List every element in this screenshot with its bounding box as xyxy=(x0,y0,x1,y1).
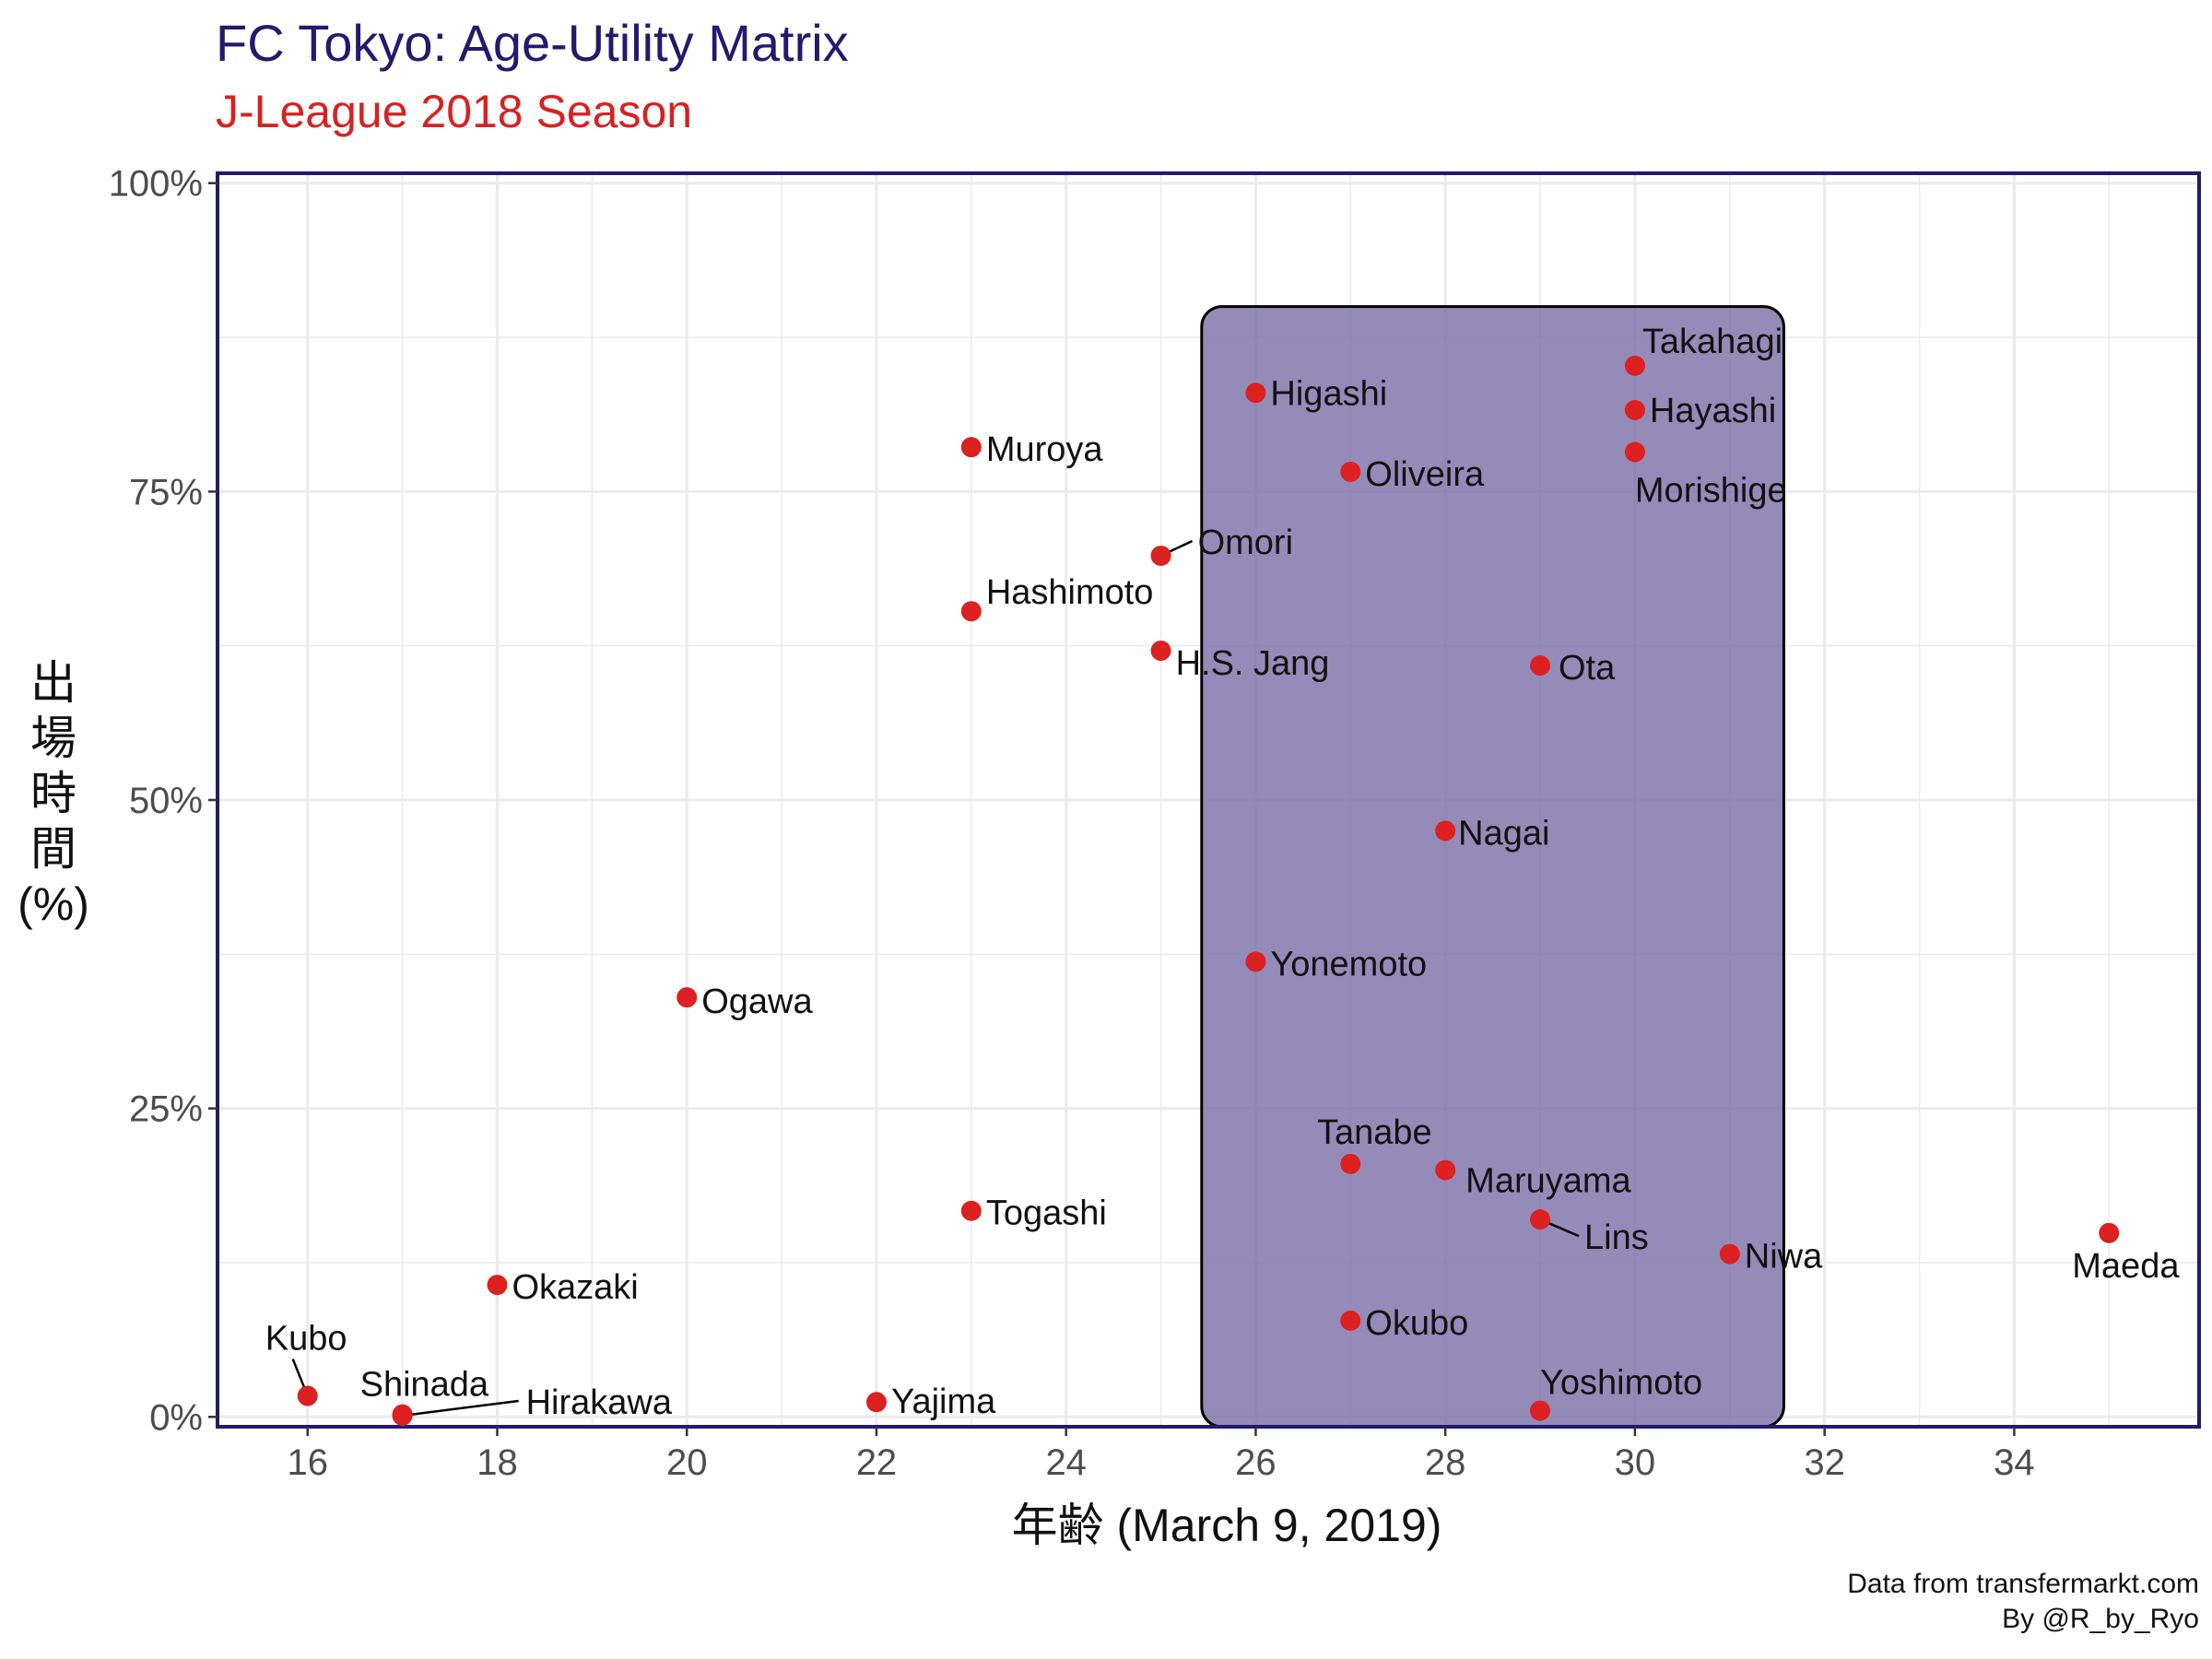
data-point xyxy=(297,1385,318,1406)
data-point xyxy=(960,437,982,458)
data-point xyxy=(1245,951,1266,972)
point-label: Morishige xyxy=(1635,472,1787,511)
x-tick-label: 26 xyxy=(1235,1442,1277,1483)
y-axis-title-line: 間 xyxy=(30,823,76,875)
point-label: Oliveira xyxy=(1365,455,1485,494)
y-tick-label: 50% xyxy=(129,781,203,821)
point-label: Maruyama xyxy=(1465,1162,1631,1201)
data-point xyxy=(2099,1222,2120,1243)
data-point xyxy=(392,1405,413,1426)
label-leader-line xyxy=(402,1399,519,1418)
data-point xyxy=(865,1392,887,1413)
y-axis-title-line: 場 xyxy=(30,712,76,764)
data-point xyxy=(1340,1310,1361,1331)
point-label: Maeda xyxy=(2072,1247,2180,1286)
y-axis-title-line: (%) xyxy=(18,878,89,930)
data-point xyxy=(1435,820,1456,841)
data-point xyxy=(960,601,982,622)
data-point xyxy=(1530,1209,1551,1230)
point-label: H.S. Jang xyxy=(1176,644,1330,683)
caption-author: By @R_by_Ryo xyxy=(2002,1604,2199,1634)
data-point xyxy=(1150,641,1171,662)
caption-source: Data from transfermarkt.com xyxy=(1847,1569,2199,1599)
y-tick-label: 0% xyxy=(149,1397,203,1438)
point-label: Takahagi xyxy=(1642,323,1783,361)
data-points xyxy=(297,355,2120,1426)
point-label: Hirakawa xyxy=(526,1383,673,1422)
data-point xyxy=(1245,382,1266,404)
point-label: Tanabe xyxy=(1317,1113,1432,1152)
y-axis-title-line: 出 xyxy=(30,657,76,709)
point-label: Yajima xyxy=(891,1382,996,1421)
data-point xyxy=(1624,441,1645,463)
x-tick-label: 28 xyxy=(1425,1442,1466,1483)
point-label: Hashimoto xyxy=(986,573,1154,612)
data-point xyxy=(1719,1243,1740,1265)
x-tick-label: 30 xyxy=(1615,1442,1656,1483)
point-label: Okazaki xyxy=(512,1268,638,1307)
y-tick-label: 100% xyxy=(109,164,203,205)
caption: Data from transfermarkt.com By @R_by_Ryo xyxy=(1847,1567,2199,1637)
point-label: Lins xyxy=(1584,1218,1649,1257)
data-point xyxy=(960,1200,982,1221)
data-point xyxy=(1150,545,1171,566)
x-tick-label: 16 xyxy=(287,1442,328,1483)
y-axis-title-line: 時 xyxy=(30,768,76,819)
data-point xyxy=(1340,461,1361,482)
data-point xyxy=(1624,355,1645,376)
point-label: Nagai xyxy=(1458,814,1549,853)
point-label: Yonemoto xyxy=(1270,945,1427,983)
point-label: Kubo xyxy=(265,1320,347,1359)
point-label: Ogawa xyxy=(701,982,813,1021)
chart-title: FC Tokyo: Age-Utility Matrix xyxy=(216,14,849,72)
y-tick-label: 75% xyxy=(129,472,203,512)
data-point xyxy=(677,987,698,1008)
point-label: Ota xyxy=(1559,649,1616,688)
data-point xyxy=(1530,1400,1551,1421)
point-label: Togashi xyxy=(986,1194,1107,1233)
point-label: Yoshimoto xyxy=(1540,1364,1702,1403)
x-tick-label: 24 xyxy=(1045,1442,1087,1483)
x-tick-label: 18 xyxy=(477,1442,518,1483)
data-point xyxy=(1435,1159,1456,1181)
x-axis-title: 年齢 (March 9, 2019) xyxy=(1012,1500,1442,1551)
point-label: Shinada xyxy=(360,1366,489,1405)
data-point xyxy=(1340,1153,1361,1174)
point-label: Hayashi xyxy=(1650,392,1776,430)
x-tick-label: 20 xyxy=(666,1442,708,1483)
x-tick-label: 34 xyxy=(1994,1442,2035,1483)
point-label: Niwa xyxy=(1745,1238,1823,1277)
point-labels: Takahagi Higashi Hayashi Muroya Morishige Oli… xyxy=(265,323,2181,1422)
x-tick-label: 22 xyxy=(856,1442,898,1483)
data-point xyxy=(1530,655,1551,677)
data-point xyxy=(487,1275,508,1296)
point-label: Okubo xyxy=(1365,1304,1468,1343)
axes: 16 18 20 22 24 26 28 30 32 34 0% 25% 50% 75% 100% xyxy=(109,164,2201,1483)
point-label: Higashi xyxy=(1270,374,1387,413)
y-tick-label: 25% xyxy=(129,1089,203,1130)
x-tick-label: 32 xyxy=(1804,1442,1845,1483)
data-point xyxy=(1624,400,1645,421)
point-label: Muroya xyxy=(986,430,1104,469)
chart-subtitle: J-League 2018 Season xyxy=(216,86,693,137)
point-label: Omori xyxy=(1198,524,1293,562)
